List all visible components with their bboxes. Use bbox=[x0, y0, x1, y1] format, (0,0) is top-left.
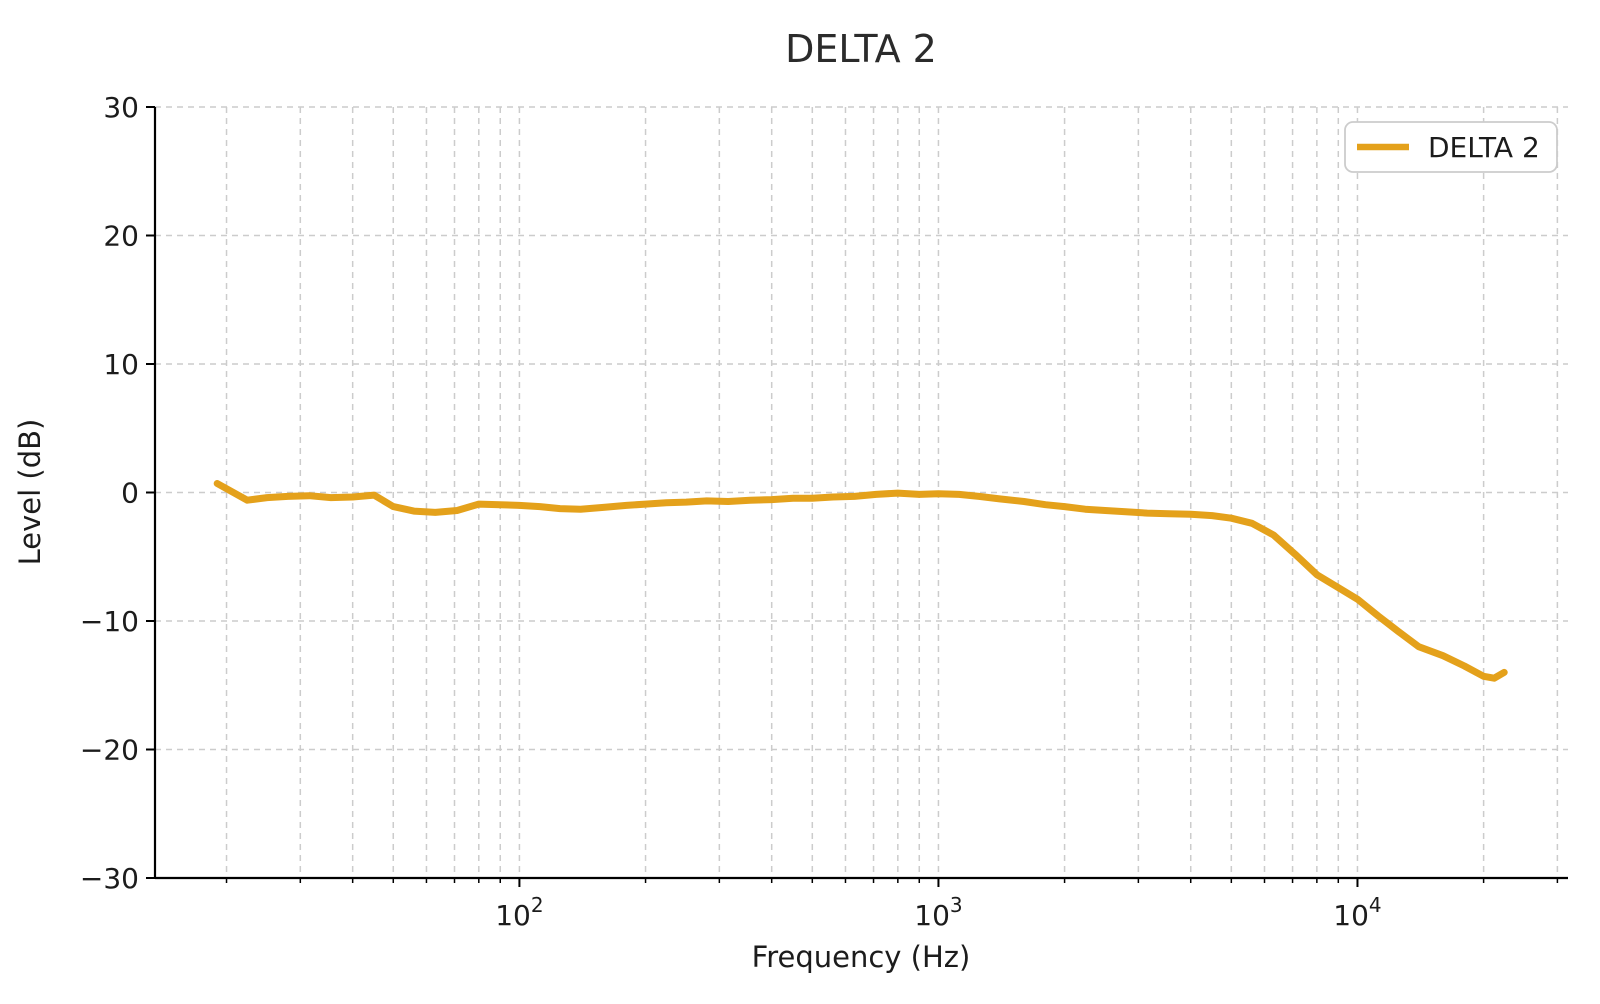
response-curve bbox=[213, 480, 1508, 682]
y-tick-label: −20 bbox=[80, 734, 139, 767]
y-tick-label: 20 bbox=[103, 220, 139, 253]
y-tick-label: −30 bbox=[80, 862, 139, 895]
y-tick-label: 0 bbox=[121, 477, 139, 510]
chart-title: DELTA 2 bbox=[785, 27, 937, 71]
tick-labels: −30 −20 −10 0 10 20 30 102 103 104 bbox=[80, 91, 1382, 932]
y-tick-label: 10 bbox=[103, 348, 139, 381]
x-tick-label: 102 bbox=[495, 893, 543, 932]
x-tick-label: 103 bbox=[914, 893, 962, 932]
x-axis-label: Frequency (Hz) bbox=[752, 940, 971, 974]
legend-box bbox=[1344, 121, 1558, 173]
legend: DELTA 2 bbox=[1344, 121, 1558, 173]
y-axis-label: Level (dB) bbox=[13, 419, 47, 566]
x-tick-label: 104 bbox=[1333, 893, 1381, 932]
y-tick-label: −10 bbox=[80, 605, 139, 638]
legend-label: DELTA 2 bbox=[1428, 131, 1540, 164]
data-series-layer bbox=[213, 480, 1508, 682]
axis-spines bbox=[153, 107, 1568, 880]
y-tick-label: 30 bbox=[103, 91, 139, 124]
